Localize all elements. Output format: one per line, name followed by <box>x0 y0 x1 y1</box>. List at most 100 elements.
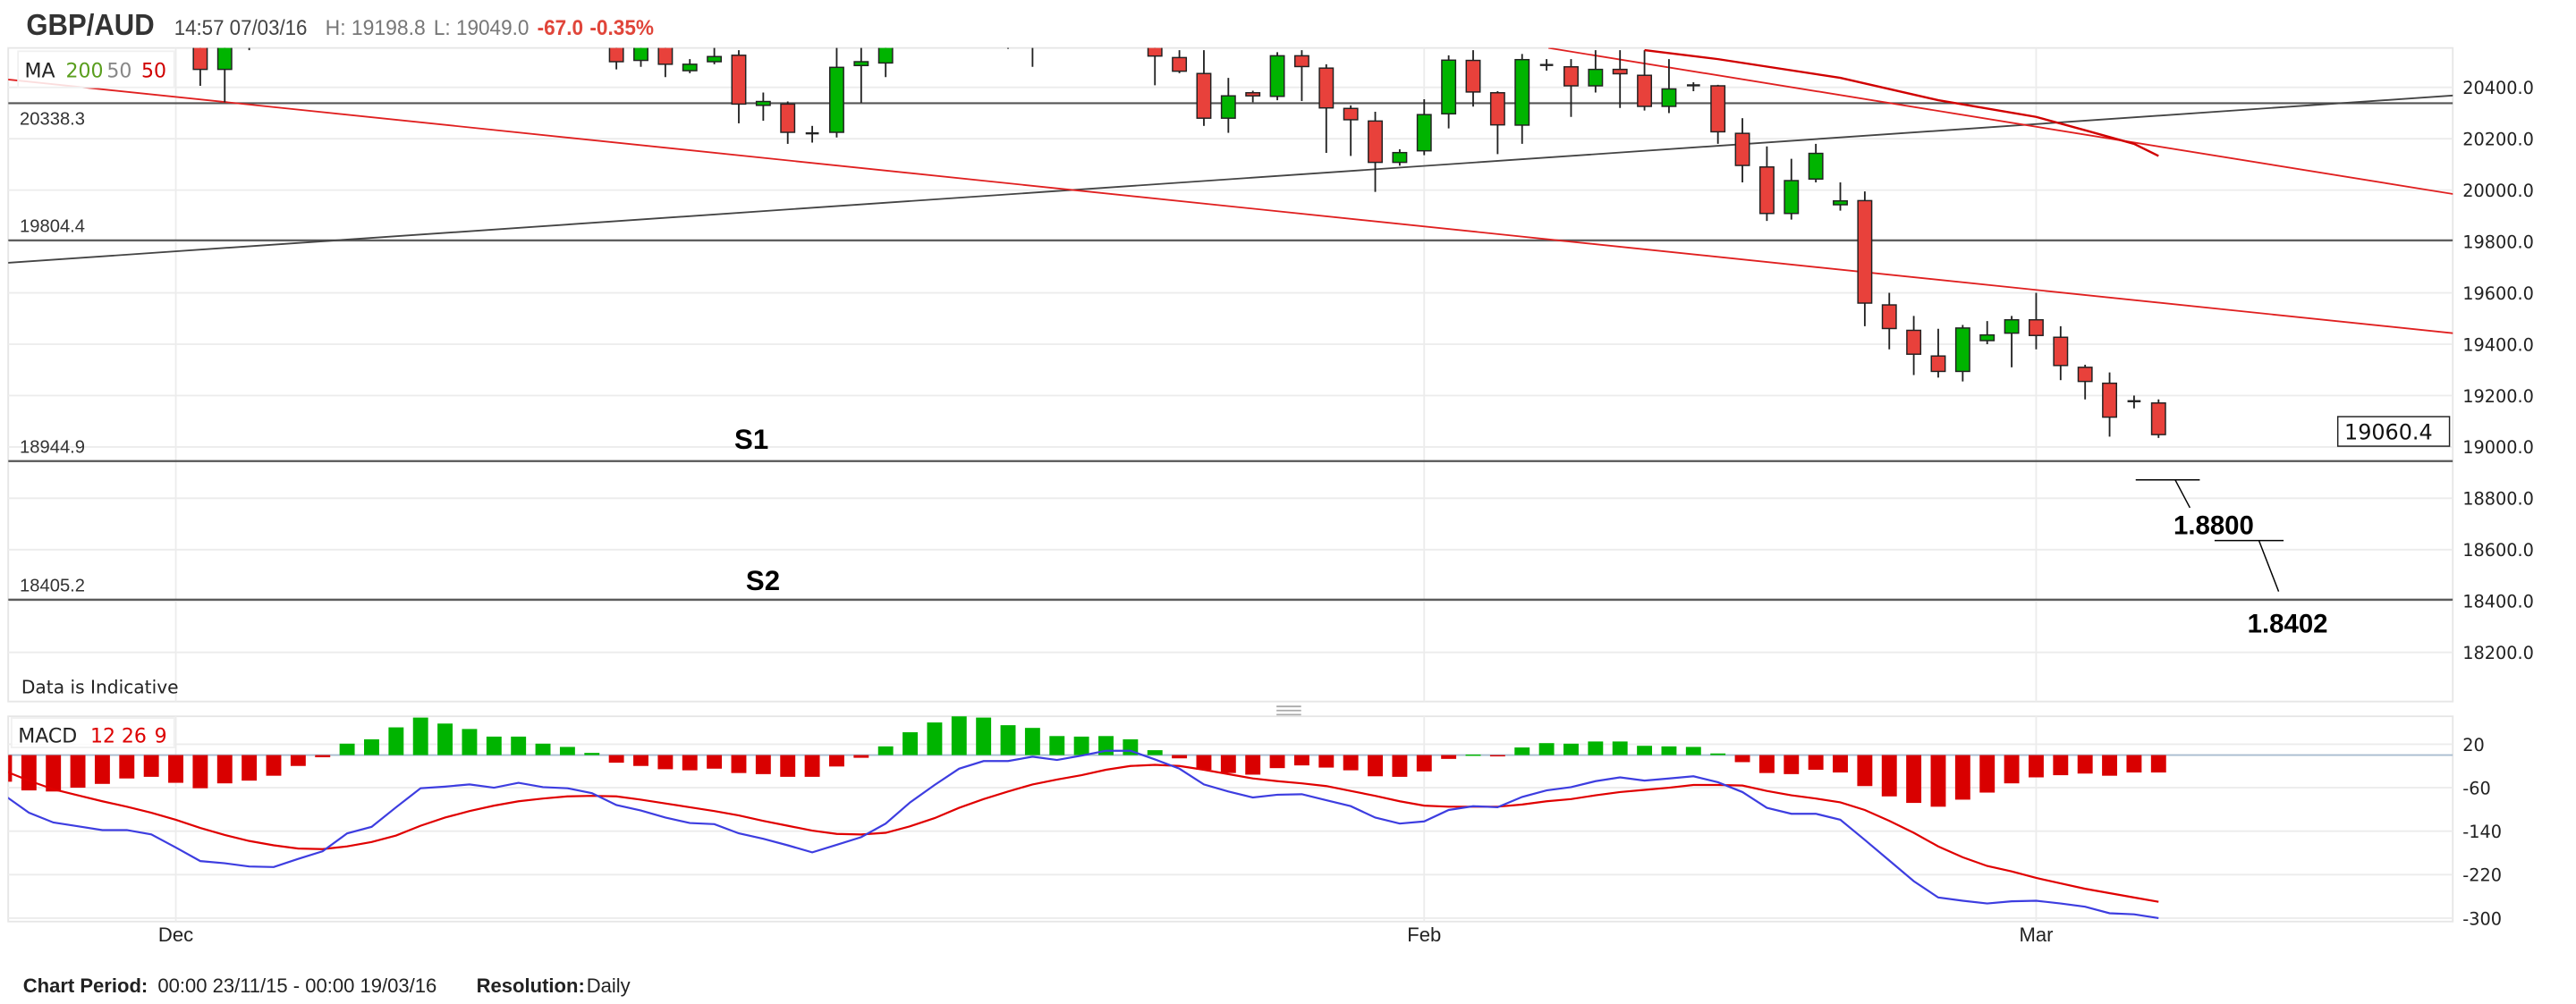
candle <box>1612 50 1628 108</box>
price-tick-label: 19600.0 <box>2462 283 2534 304</box>
candle <box>1563 59 1579 117</box>
candle-body <box>1857 199 1873 304</box>
macd-histogram-bar <box>1906 755 1922 804</box>
ma-legend-label: MA <box>25 61 55 83</box>
macd-histogram-bar <box>143 755 159 777</box>
ma-legend-period-200: 200 <box>65 61 103 83</box>
macd-histogram-bar <box>829 755 844 767</box>
candle-body <box>608 47 624 63</box>
candle-body <box>1588 68 1604 87</box>
candle <box>805 125 819 143</box>
annotation-target-2: 1.8402 <box>2248 610 2328 639</box>
macd-histogram-bar <box>559 747 575 755</box>
candle-body <box>1416 114 1432 152</box>
macd-histogram-bar <box>2150 755 2166 773</box>
candle <box>853 47 869 103</box>
horizontal-level-label: 20338.3 <box>20 109 85 129</box>
candle-body <box>1808 152 1824 181</box>
candle-body <box>682 63 698 72</box>
macd-tick-label: 20 <box>2462 735 2485 755</box>
macd-histogram-bar <box>1881 755 1897 797</box>
candles <box>192 11 2166 438</box>
candle-body <box>755 100 771 106</box>
macd-legend[interactable]: MACD 12 26 9 <box>10 717 175 749</box>
macd-histogram-bar <box>216 755 233 784</box>
candle <box>2053 325 2069 381</box>
macd-histogram-bar <box>70 755 86 789</box>
candle <box>2150 399 2166 438</box>
candle-body <box>853 61 869 67</box>
macd-histogram-bar <box>1612 741 1628 755</box>
candle-body <box>1196 72 1212 119</box>
macd-legend-label: MACD <box>18 726 77 748</box>
macd-histogram-bar <box>8 755 13 782</box>
ma-legend-period-50b: 50 <box>141 61 166 83</box>
macd-histogram-bar <box>633 755 648 766</box>
macd-tick-label: -140 <box>2462 822 2502 842</box>
macd-histogram-bar <box>1808 755 1824 770</box>
candle <box>1172 50 1188 73</box>
candle-body <box>657 47 674 65</box>
macd-histogram-bar <box>1930 755 1946 807</box>
symbol-title: GBP/AUD <box>26 9 154 42</box>
macd-histogram-bar <box>486 736 502 755</box>
price-tick-label: 20000.0 <box>2462 181 2534 201</box>
ma-legend[interactable]: MA 200 50 50 <box>17 50 175 89</box>
candle-body <box>1001 11 1014 23</box>
trendline-rising-support <box>8 94 2453 264</box>
candle-body <box>1881 304 1897 330</box>
macd-histogram-bar <box>951 716 967 755</box>
candle-body <box>1269 55 1285 97</box>
macd-histogram-bar <box>364 738 379 755</box>
price-tick-label: 19800.0 <box>2462 232 2534 252</box>
candle-body <box>1441 59 1457 115</box>
price-panel[interactable] <box>7 46 2454 703</box>
candle <box>1930 328 1946 378</box>
horizontal-level-label: 19804.4 <box>20 217 85 237</box>
macd-histogram-bar <box>266 755 282 776</box>
macd-histogram-bar <box>1685 747 1701 755</box>
macd-histogram-bar <box>877 746 894 755</box>
candle <box>1293 50 1309 101</box>
candle-body <box>1245 92 1261 97</box>
candle-body <box>1930 355 1946 373</box>
candle <box>1734 118 1750 183</box>
candle-body <box>1147 47 1163 57</box>
annotation-s1: S1 <box>734 424 768 455</box>
time-axis: Dec Feb Mar <box>158 924 2053 946</box>
ma50-curve <box>1644 48 2159 157</box>
macd-histogram-bar <box>462 729 478 755</box>
candle <box>1318 63 1335 153</box>
candle <box>1906 316 1922 375</box>
quote-datetime: 14:57 07/03/16 <box>174 16 308 40</box>
price-tick-label: 18600.0 <box>2462 540 2534 561</box>
macd-histogram-bar <box>1661 746 1677 755</box>
candle <box>1588 50 1604 93</box>
panel-resize-handle-icon[interactable] <box>1276 705 1301 716</box>
macd-histogram-bar <box>1073 736 1089 755</box>
candle <box>1881 292 1897 350</box>
macd-histogram-bar <box>2053 755 2069 776</box>
macd-histogram-bar <box>2102 755 2117 776</box>
candle <box>1637 50 1653 111</box>
macd-histogram-bar <box>1196 755 1212 770</box>
chart-period-value: 00:00 23/11/15 - 00:00 19/03/16 <box>157 974 436 997</box>
candle <box>657 47 674 78</box>
ma-legend-period-50a: 50 <box>106 61 131 83</box>
candle-body <box>216 47 233 71</box>
candle-body <box>1758 166 1775 215</box>
time-tick-label: Feb <box>1407 924 1441 946</box>
horizontal-level-label: 18405.2 <box>20 577 85 596</box>
candle-body <box>1343 107 1359 121</box>
candle-body <box>1514 58 1530 126</box>
candle-body <box>1612 68 1628 75</box>
candle-body <box>1734 132 1750 166</box>
macd-histogram-bar <box>1710 753 1726 755</box>
candle <box>1001 11 1014 49</box>
target-1-marker <box>2135 478 2200 509</box>
macd-histogram-bar <box>168 755 183 783</box>
macd-histogram-bar <box>1245 755 1261 775</box>
candle <box>829 47 844 138</box>
macd-histogram-bar <box>388 727 404 755</box>
